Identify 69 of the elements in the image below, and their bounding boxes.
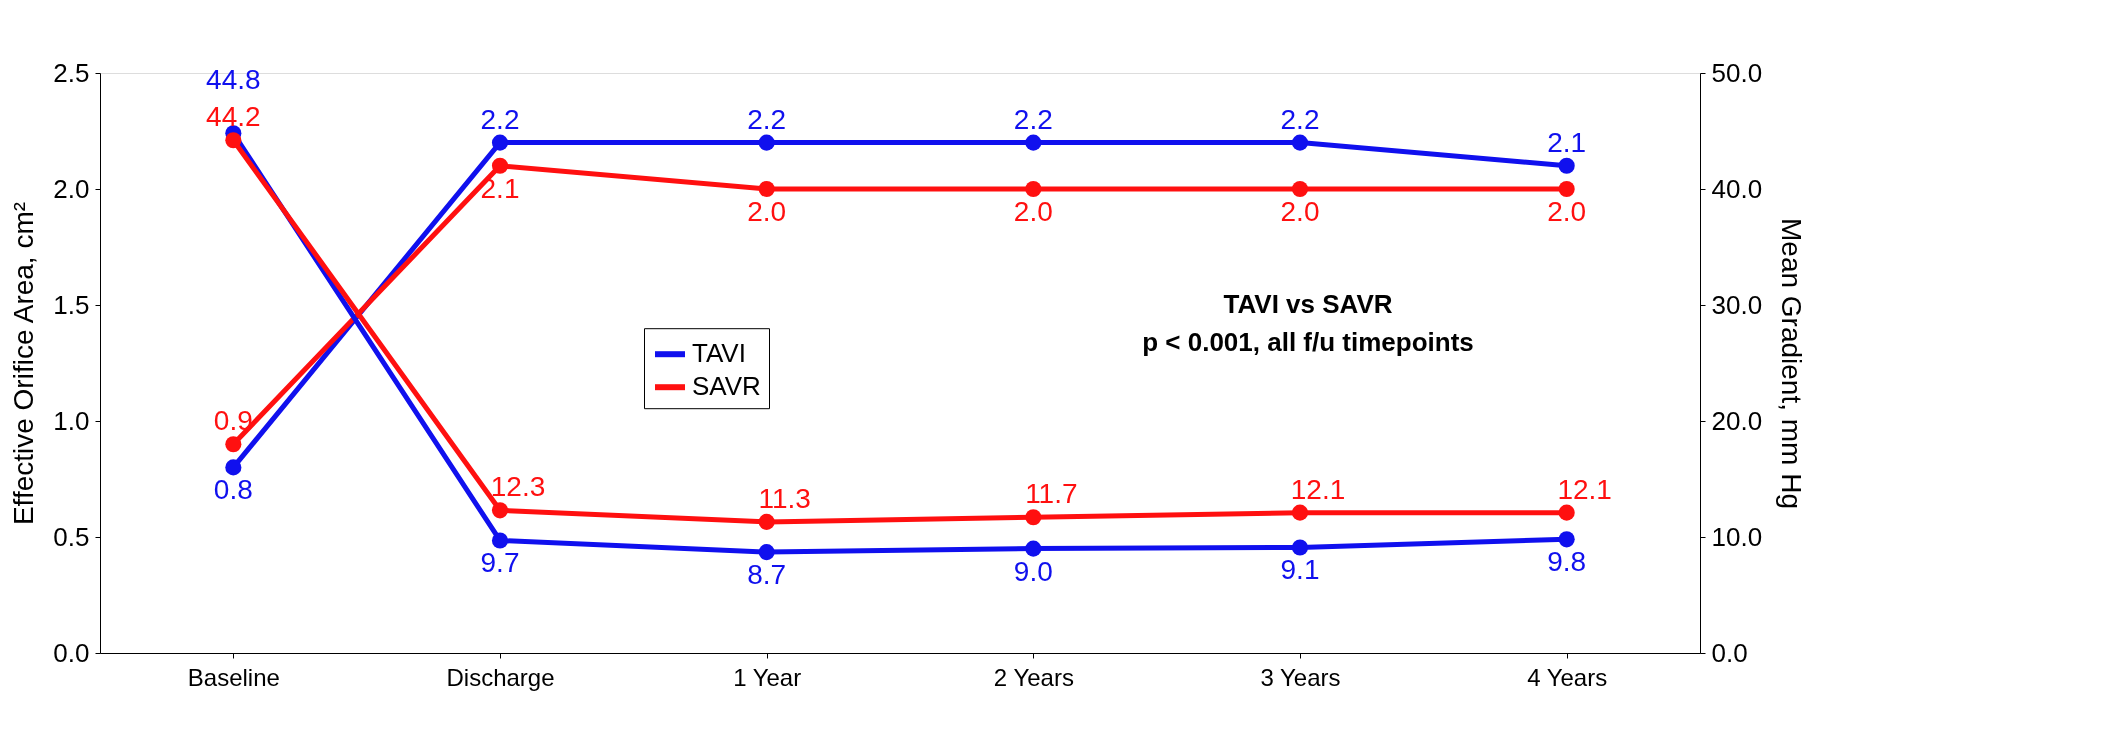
y-tick-label: 0.5 (53, 521, 90, 552)
data-label: 8.7 (747, 559, 787, 591)
x-tick-label: 4 Years (1527, 663, 1608, 691)
data-label: 2.2 (1013, 103, 1053, 135)
legend-label: TAVI (692, 338, 746, 369)
data-label: 0.8 (213, 474, 253, 506)
point (1558, 180, 1575, 198)
y-axis-title: Effective Orifice Area, cm² (8, 201, 40, 526)
data-label: 12.1 (1557, 473, 1612, 505)
data-label: 2.1 (1547, 126, 1587, 158)
data-label: 2.2 (747, 103, 787, 135)
point (1025, 180, 1042, 198)
data-label: 12.1 (1290, 473, 1346, 505)
data-label: 9.1 (1280, 554, 1320, 586)
point (1025, 134, 1042, 151)
point (758, 180, 775, 198)
y-tick-label: 1.5 (53, 289, 90, 320)
point (1558, 531, 1575, 548)
point (225, 132, 242, 149)
data-label: 12.3 (490, 471, 546, 503)
data-label: 2.0 (1547, 196, 1587, 227)
x-tick-label: 1 Year (733, 663, 802, 691)
data-label: 11.3 (758, 482, 811, 514)
point (1291, 180, 1309, 198)
legend-label: SAVR (692, 371, 761, 402)
point (491, 532, 509, 549)
data-label: 2.2 (1280, 103, 1320, 135)
point (758, 544, 775, 561)
point (1558, 504, 1575, 521)
x-tick-label: Baseline (187, 663, 280, 691)
point (1291, 539, 1309, 556)
x-tick-label: 3 Years (1260, 663, 1341, 691)
x-tick-label: 2 Years (993, 663, 1074, 691)
data-label: 2.0 (1013, 196, 1053, 227)
data-label: 44.8 (206, 64, 261, 96)
annotation: p < 0.001, all f/u timepoints (1142, 327, 1474, 357)
point (491, 134, 509, 151)
point (1291, 134, 1309, 151)
data-label: 2.0 (747, 196, 787, 227)
x-tick-label: Discharge (446, 663, 555, 691)
point (491, 502, 509, 519)
point (1025, 540, 1042, 557)
point (225, 459, 242, 476)
y2-tick-label: 50.0 (1711, 57, 1763, 88)
point (225, 436, 242, 453)
y2-axis-title: Mean Gradient, mm Hg (1776, 218, 1808, 509)
data-label: 9.8 (1547, 546, 1587, 578)
point (758, 513, 775, 530)
point (1025, 509, 1042, 526)
data-label: 11.7 (1025, 478, 1078, 510)
y2-tick-label: 10.0 (1711, 521, 1763, 552)
y2-tick-label: 0.0 (1711, 637, 1748, 668)
y2-tick-label: 40.0 (1711, 173, 1763, 204)
y2-tick-label: 30.0 (1711, 289, 1763, 320)
point (758, 134, 775, 151)
y-tick-label: 0.0 (53, 637, 90, 668)
data-label: 2.0 (1280, 196, 1320, 227)
point (491, 157, 509, 174)
annotation: TAVI vs SAVR (1223, 289, 1393, 319)
point (1558, 157, 1575, 174)
data-label: 9.0 (1013, 555, 1053, 587)
y2-tick-label: 20.0 (1711, 405, 1763, 436)
y-tick-label: 2.5 (53, 57, 90, 88)
y-tick-label: 1.0 (53, 405, 90, 436)
point (1291, 504, 1309, 521)
data-label: 9.7 (480, 547, 520, 579)
data-label: 2.2 (480, 103, 520, 135)
y-tick-label: 2.0 (53, 173, 90, 204)
data-label: 44.2 (206, 101, 261, 133)
